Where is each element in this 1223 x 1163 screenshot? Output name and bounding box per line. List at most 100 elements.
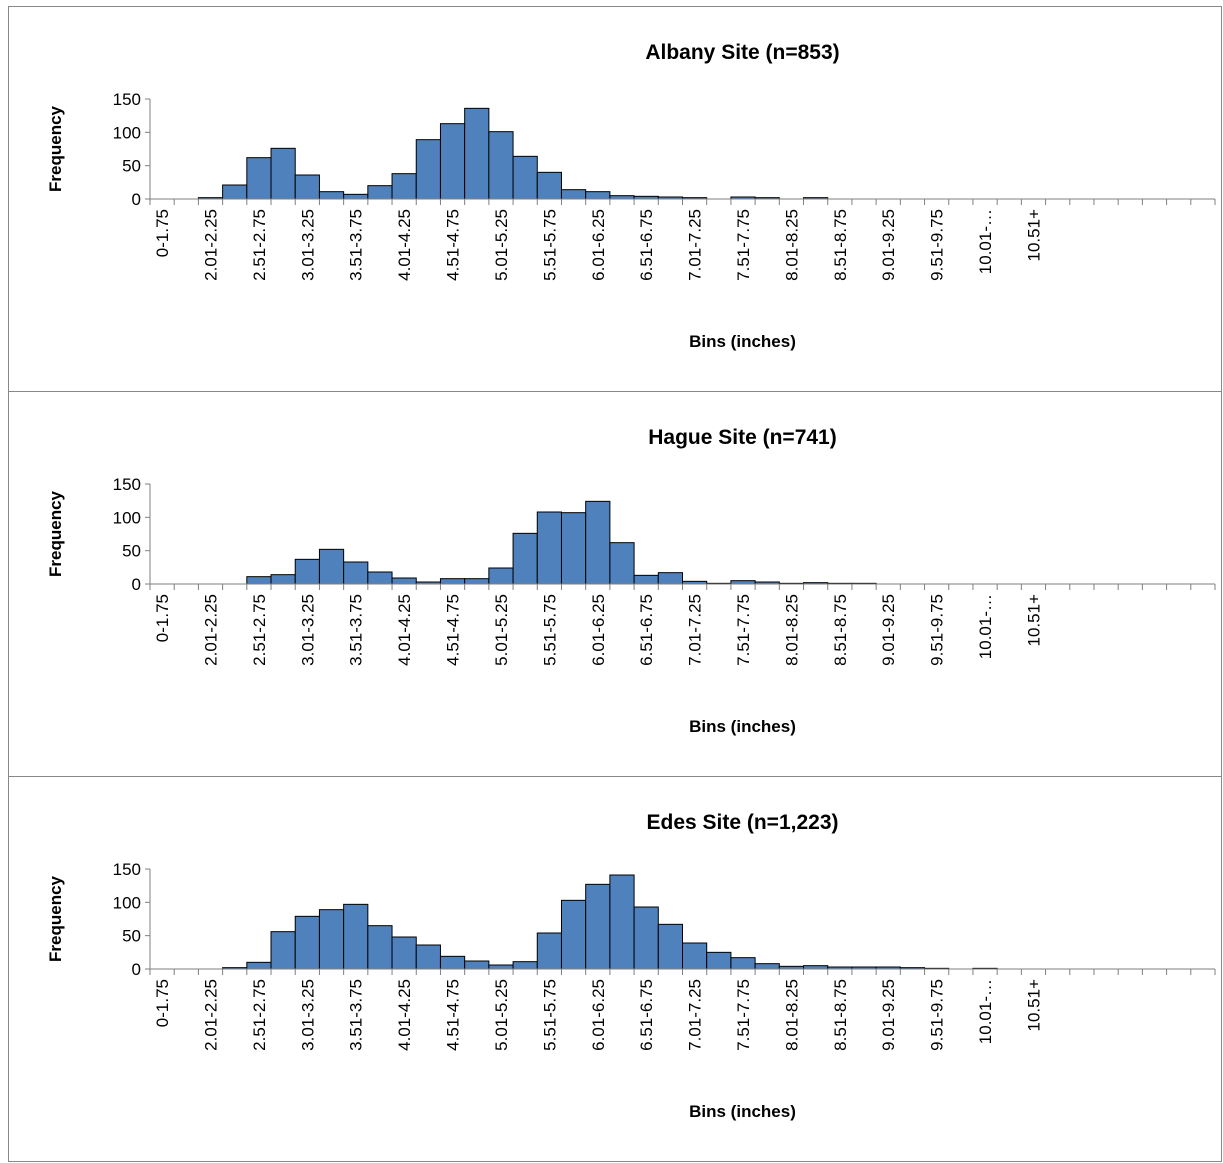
histogram-bar xyxy=(439,123,466,200)
histogram-bar xyxy=(415,944,441,970)
chart-svg: Edes Site (n=1,223) Frequency Bins (inches… xyxy=(46,811,1216,1121)
x-tick-label: 6.51-6.75 xyxy=(637,594,656,666)
x-tick-label: 6.01-6.25 xyxy=(589,979,608,1051)
x-tick-label: 2.51-2.75 xyxy=(250,979,269,1051)
histogram-bar xyxy=(246,576,272,585)
histogram-bar xyxy=(439,578,466,585)
x-tick-label: 7.51-7.75 xyxy=(734,209,753,281)
x-axis-label: Bins (inches) xyxy=(689,332,796,351)
histogram-bar xyxy=(270,931,296,970)
histogram-bar xyxy=(270,574,296,585)
histogram-bar xyxy=(391,173,417,200)
x-tick-label: 4.01-4.25 xyxy=(395,594,414,666)
histogram-bar xyxy=(318,548,345,585)
histogram-bar xyxy=(343,903,369,970)
x-tick-label: 3.01-3.25 xyxy=(298,594,317,666)
x-tick-label: 9.51-9.75 xyxy=(928,594,947,666)
histogram-bar xyxy=(609,874,635,970)
histogram-bar xyxy=(633,574,659,585)
x-tick-label: 6.01-6.25 xyxy=(589,594,608,666)
y-tick-label: 150 xyxy=(113,475,141,494)
chart-panel-2: Hague Site (n=741) Frequency Bins (inches)… xyxy=(8,391,1222,777)
x-tick-label: 7.51-7.75 xyxy=(734,594,753,666)
histogram-bar xyxy=(488,567,514,585)
y-tick-label: 0 xyxy=(132,575,141,594)
histogram-bar xyxy=(367,571,393,585)
x-tick-label: 2.01-2.25 xyxy=(202,979,221,1051)
x-tick-label: 10.01-… xyxy=(976,594,995,659)
x-tick-label: 5.51-5.75 xyxy=(540,209,559,281)
chart-title: Albany Site (n=853) xyxy=(645,41,839,64)
x-tick-label: 10.51+ xyxy=(1024,209,1043,262)
histogram-bar xyxy=(464,960,490,970)
histogram-bar xyxy=(318,191,345,200)
y-tick-label: 150 xyxy=(113,860,141,879)
x-tick-label: 4.51-4.75 xyxy=(444,979,463,1051)
histogram-bar xyxy=(633,906,659,970)
histogram-bar xyxy=(754,963,780,970)
x-axis-label: Bins (inches) xyxy=(689,1102,796,1121)
y-tick-label: 0 xyxy=(132,960,141,979)
y-tick-label: 150 xyxy=(113,90,141,109)
histogram-bar xyxy=(367,185,393,200)
histogram-bar xyxy=(415,139,441,200)
histogram-bar xyxy=(585,191,611,200)
histogram-bar xyxy=(536,171,562,200)
x-tick-label: 4.51-4.75 xyxy=(444,209,463,281)
y-tick-label: 50 xyxy=(122,157,141,176)
x-tick-label: 8.01-8.25 xyxy=(782,594,801,666)
histogram-bar xyxy=(609,542,635,585)
histogram-bar xyxy=(536,511,562,585)
histogram-bar xyxy=(343,193,369,200)
chart-svg: Hague Site (n=741) Frequency Bins (inches)… xyxy=(46,426,1216,736)
histogram-bar xyxy=(391,936,417,970)
chart-title: Edes Site (n=1,223) xyxy=(646,811,838,834)
x-tick-label: 6.01-6.25 xyxy=(589,209,608,281)
y-axis-label: Frequency xyxy=(46,105,65,192)
histogram-bar xyxy=(246,961,272,970)
y-tick-label: 100 xyxy=(113,123,141,142)
x-tick-label: 4.51-4.75 xyxy=(444,594,463,666)
x-tick-label: 5.01-5.25 xyxy=(492,594,511,666)
x-tick-label: 0-1.75 xyxy=(153,209,172,257)
histogram-bar xyxy=(318,909,345,970)
x-tick-label: 0-1.75 xyxy=(153,979,172,1027)
histogram-bar xyxy=(560,512,587,585)
histogram-bar xyxy=(585,883,611,970)
x-tick-label: 8.51-8.75 xyxy=(831,594,850,666)
x-tick-label: 9.01-9.25 xyxy=(879,979,898,1051)
x-tick-label: 9.51-9.75 xyxy=(928,209,947,281)
x-tick-label: 9.01-9.25 xyxy=(879,594,898,666)
histogram-bar xyxy=(391,577,417,585)
x-tick-label: 5.01-5.25 xyxy=(492,979,511,1051)
x-axis-label: Bins (inches) xyxy=(689,717,796,736)
x-tick-label: 3.01-3.25 xyxy=(298,979,317,1051)
histogram-bar xyxy=(488,964,514,970)
x-tick-label: 9.01-9.25 xyxy=(879,209,898,281)
histogram-bar xyxy=(657,572,684,585)
histogram-bar xyxy=(730,957,756,970)
histogram-bar xyxy=(464,578,490,585)
x-tick-label: 6.51-6.75 xyxy=(637,979,656,1051)
x-tick-label: 2.51-2.75 xyxy=(250,209,269,281)
x-tick-label: 10.01-… xyxy=(976,979,995,1044)
x-tick-label: 4.01-4.25 xyxy=(395,979,414,1051)
histogram-bar xyxy=(512,532,538,585)
histogram-bar xyxy=(222,184,248,200)
y-tick-label: 0 xyxy=(132,190,141,209)
x-tick-label: 7.51-7.75 xyxy=(734,979,753,1051)
chart-panel-1: Albany Site (n=853) Frequency Bins (inches… xyxy=(8,6,1222,392)
histogram-bar xyxy=(464,107,490,200)
x-tick-label: 0-1.75 xyxy=(153,594,172,642)
y-tick-label: 50 xyxy=(122,927,141,946)
histogram-bar xyxy=(536,932,562,970)
histogram-bar xyxy=(512,961,538,970)
histogram-bar xyxy=(488,131,514,200)
x-tick-label: 8.01-8.25 xyxy=(782,209,801,281)
histogram-bar xyxy=(246,157,272,200)
x-tick-label: 6.51-6.75 xyxy=(637,209,656,281)
x-tick-label: 7.01-7.25 xyxy=(686,209,705,281)
x-tick-label: 2.51-2.75 xyxy=(250,594,269,666)
chart-svg: Albany Site (n=853) Frequency Bins (inches… xyxy=(46,41,1216,351)
